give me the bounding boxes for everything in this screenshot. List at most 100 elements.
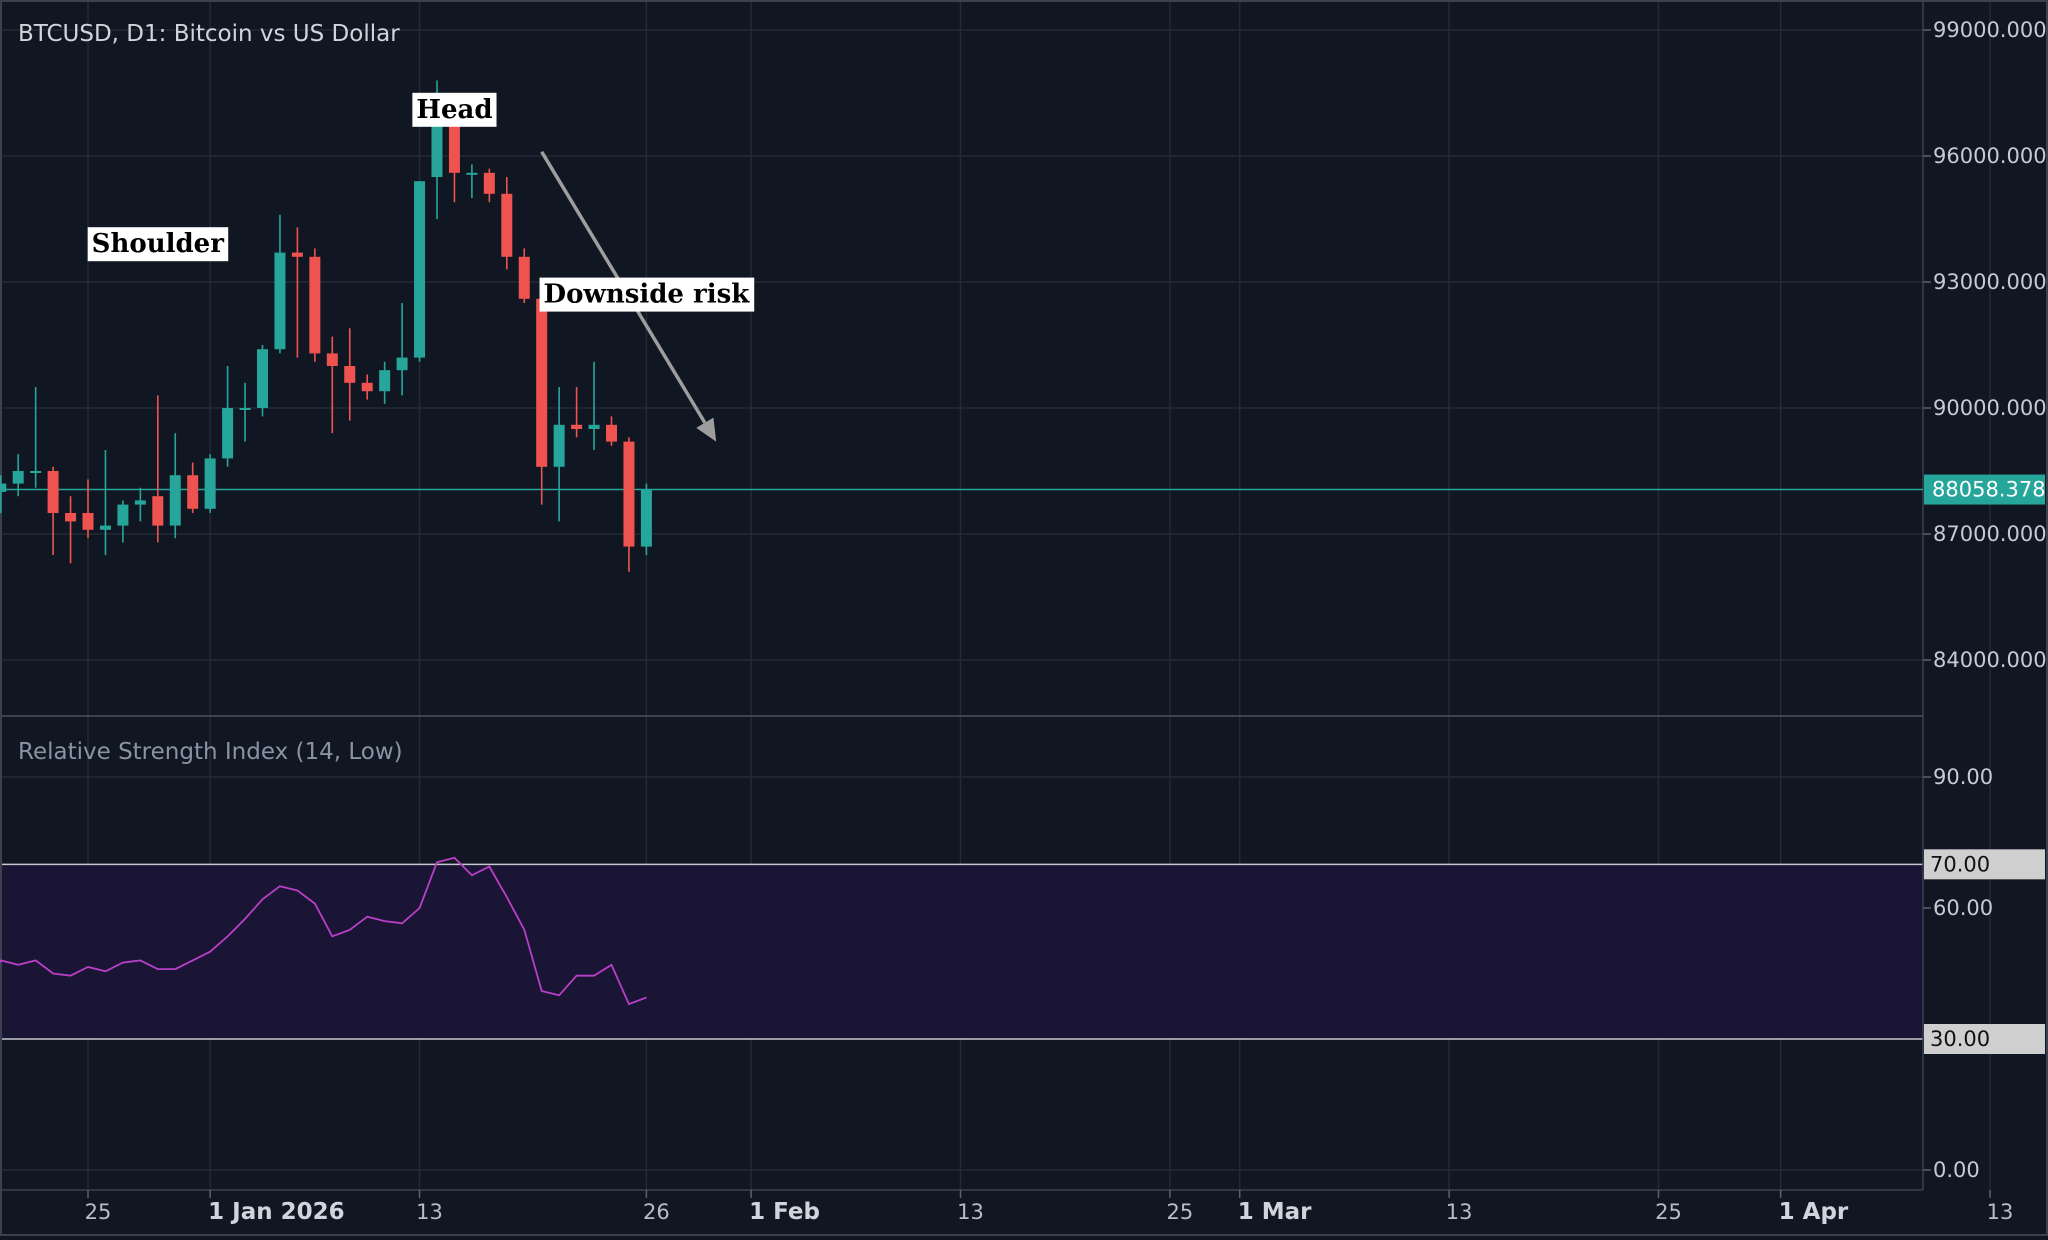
candle xyxy=(344,328,356,421)
candle-body xyxy=(204,458,216,509)
candle-body xyxy=(623,441,635,547)
candle xyxy=(588,361,600,450)
downside-arrow-head xyxy=(696,417,717,442)
price-tick-label: 93000.000 xyxy=(1933,270,2047,294)
candle xyxy=(326,336,338,434)
candle xyxy=(640,483,652,555)
candle-body xyxy=(82,513,94,530)
time-tick-label: 25 xyxy=(1167,1200,1194,1224)
candle xyxy=(99,450,111,555)
annotations: Head Shoulder Downside risk xyxy=(87,92,755,442)
candle xyxy=(501,177,513,270)
candle-body xyxy=(361,382,373,392)
candle-body xyxy=(344,366,356,383)
candles xyxy=(0,80,652,572)
candle xyxy=(12,454,24,497)
candle xyxy=(0,475,7,513)
annotation-label: Shoulder xyxy=(92,229,225,259)
candle-body xyxy=(117,504,129,526)
candle xyxy=(204,454,216,513)
time-tick-label: 1 Apr xyxy=(1779,1199,1849,1225)
annotation-box xyxy=(539,277,755,312)
candle-body xyxy=(0,483,7,492)
candle-body xyxy=(65,513,77,522)
time-tick-label: 25 xyxy=(85,1200,112,1224)
candle xyxy=(187,462,199,513)
candle-body xyxy=(274,252,286,350)
candle-body xyxy=(553,424,565,467)
time-tick-label: 26 xyxy=(643,1200,670,1224)
time-tick-label: 1 Mar xyxy=(1238,1199,1312,1225)
candle-body xyxy=(169,475,181,526)
candle xyxy=(361,374,373,400)
candle xyxy=(466,164,478,198)
grid xyxy=(0,0,1991,1190)
price-tick-label: 87000.000 xyxy=(1933,522,2047,546)
candle-body xyxy=(431,118,443,177)
rsi-band-fill xyxy=(0,864,1923,1039)
candle xyxy=(134,487,146,522)
time-tick-label: 25 xyxy=(1655,1200,1682,1224)
candle-body xyxy=(257,349,268,408)
candle-body xyxy=(99,525,111,530)
rsi-lower-badge xyxy=(1924,1024,2045,1054)
candle-body xyxy=(134,500,146,505)
rsi-band xyxy=(0,863,1923,1040)
rsi-lower-badge-label: 30.00 xyxy=(1930,1027,1990,1051)
rsi-upper-badge-label: 70.00 xyxy=(1930,852,1990,876)
axes: 99000.000 96000.000 93000.000 90000.000 8700… xyxy=(85,18,2047,1225)
candle xyxy=(571,387,583,438)
candle-body xyxy=(309,256,321,354)
candle-body xyxy=(536,298,548,467)
price-tick-label: 90000.000 xyxy=(1933,396,2047,420)
candle xyxy=(222,366,234,467)
annotation: Head xyxy=(412,92,497,127)
rsi-line-path xyxy=(0,856,647,1006)
candle-body xyxy=(396,357,408,371)
candle-body xyxy=(291,252,303,257)
candle-body xyxy=(187,475,199,509)
rsi-line xyxy=(0,856,647,1006)
candle xyxy=(623,437,635,572)
candle-body xyxy=(501,193,513,257)
candle-body xyxy=(588,424,600,429)
time-tick-label: 1 Jan 2026 xyxy=(208,1199,344,1225)
time-tick-label: 13 xyxy=(1446,1200,1473,1224)
chart-title: BTCUSD, D1: Bitcoin vs US Dollar xyxy=(18,21,400,47)
candle xyxy=(117,500,129,543)
candle-body xyxy=(326,353,338,366)
candle xyxy=(169,433,181,539)
time-tick-label: 13 xyxy=(957,1200,984,1224)
current-price-label: 88058.378 xyxy=(1932,478,2046,502)
price-tick-label: 99000.000 xyxy=(1933,18,2047,42)
time-tick-label: 13 xyxy=(1987,1200,2014,1224)
candle-body xyxy=(518,256,530,299)
annotation: Downside risk xyxy=(539,277,755,312)
candle xyxy=(47,466,59,555)
candle xyxy=(82,479,94,539)
candle-body xyxy=(448,118,460,173)
annotation-box xyxy=(412,92,497,127)
candle xyxy=(291,227,303,358)
rsi-tick-label: 60.00 xyxy=(1933,896,1993,920)
time-tick-label: 1 Feb xyxy=(749,1199,820,1225)
candle-body xyxy=(239,408,251,410)
candle xyxy=(239,382,251,442)
candle xyxy=(483,168,495,203)
candle xyxy=(274,214,286,354)
rsi-upper-badge xyxy=(1924,849,2045,880)
time-tick-label: 13 xyxy=(416,1200,443,1224)
candle xyxy=(414,181,426,362)
candle xyxy=(553,387,565,522)
candle-body xyxy=(414,181,426,358)
candle-body xyxy=(379,370,391,392)
candle xyxy=(536,290,548,505)
candle-body xyxy=(606,424,617,442)
candle xyxy=(309,248,321,362)
price-tick-label: 84000.000 xyxy=(1933,648,2047,672)
candle-body xyxy=(152,496,164,526)
candle xyxy=(606,416,617,446)
